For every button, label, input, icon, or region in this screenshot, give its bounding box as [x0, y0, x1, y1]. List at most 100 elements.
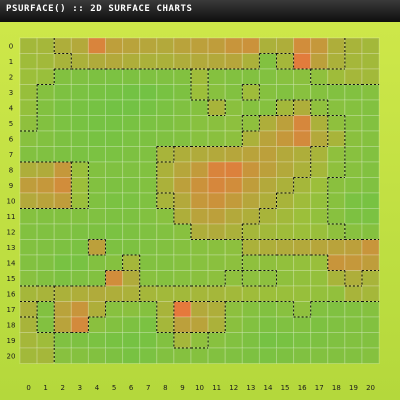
surface-cell: [105, 192, 124, 209]
surface-cell: [327, 53, 346, 70]
surface-cell: [122, 177, 141, 194]
surface-cell: [190, 146, 209, 163]
surface-cell: [36, 192, 55, 209]
surface-cell: [207, 177, 226, 194]
surface-cell: [139, 115, 158, 132]
surface-cell: [122, 347, 141, 364]
surface-cell: [53, 192, 72, 209]
surface-cell: [122, 285, 141, 302]
surface-cell: [19, 347, 38, 364]
surface-cell: [293, 254, 312, 271]
surface-cell: [293, 68, 312, 85]
x-tick-label: 10: [195, 384, 204, 392]
surface-cell: [310, 161, 329, 178]
surface-cell: [173, 146, 192, 163]
surface-cell: [70, 208, 89, 225]
surface-cell: [344, 316, 363, 333]
surface-cell: [224, 115, 243, 132]
surface-cell: [361, 223, 380, 240]
surface-cell: [344, 254, 363, 271]
y-tick-label: 3: [9, 89, 13, 97]
surface-cell: [70, 115, 89, 132]
surface-cell: [53, 53, 72, 70]
surface-cell: [190, 115, 209, 132]
surface-cell: [36, 347, 55, 364]
surface-cell: [19, 285, 38, 302]
surface-cell: [36, 99, 55, 116]
surface-cell: [207, 270, 226, 287]
surface-cell: [190, 53, 209, 70]
surface-cell: [105, 146, 124, 163]
surface-cell: [207, 239, 226, 256]
surface-cell: [19, 254, 38, 271]
surface-cell: [190, 223, 209, 240]
surface-cell: [70, 301, 89, 318]
surface-cell: [70, 177, 89, 194]
surface-cell: [310, 84, 329, 101]
surface-cell: [207, 301, 226, 318]
surface-cell: [241, 130, 260, 147]
surface-cell: [224, 68, 243, 85]
surface-cell: [258, 254, 277, 271]
surface-cell: [36, 223, 55, 240]
surface-cell: [293, 130, 312, 147]
y-tick-label: 20: [7, 352, 16, 360]
surface-cell: [190, 316, 209, 333]
surface-cell: [173, 254, 192, 271]
y-tick-label: 5: [9, 120, 13, 128]
surface-cell: [327, 223, 346, 240]
surface-cell: [276, 161, 295, 178]
surface-cell: [258, 332, 277, 349]
surface-cell: [173, 316, 192, 333]
surface-cell: [53, 84, 72, 101]
surface-cell: [105, 223, 124, 240]
x-tick-label: 16: [298, 384, 307, 392]
surface-cell: [241, 208, 260, 225]
surface-cell: [327, 285, 346, 302]
surface-cell: [87, 192, 107, 209]
surface-cell: [344, 37, 363, 54]
surface-cell: [53, 254, 72, 271]
surface-cell: [70, 347, 89, 364]
x-tick-label: 20: [366, 384, 375, 392]
surface-cell: [122, 68, 141, 85]
surface-cell: [156, 239, 175, 256]
surface-cell: [224, 223, 243, 240]
surface-cell: [122, 146, 141, 163]
surface-cell: [139, 332, 158, 349]
x-tick-label: 1: [43, 384, 47, 392]
x-tick-label: 7: [146, 384, 150, 392]
surface-cell: [122, 192, 141, 209]
surface-cell: [344, 239, 363, 256]
surface-cell: [344, 68, 363, 85]
surface-cell: [241, 177, 260, 194]
surface-cell: [190, 208, 209, 225]
surface-cell: [53, 316, 72, 333]
surface-cell: [361, 130, 380, 147]
surface-cell: [70, 68, 89, 85]
surface-cell: [344, 223, 363, 240]
surface-cell: [344, 161, 363, 178]
surface-cell: [105, 177, 124, 194]
surface-cell: [139, 192, 158, 209]
surface-cell: [139, 37, 158, 54]
surface-cell: [190, 177, 209, 194]
surface-cell: [241, 161, 260, 178]
surface-cell: [105, 161, 124, 178]
surface-cell: [327, 332, 346, 349]
surface-cell: [53, 301, 72, 318]
surface-cell: [70, 285, 89, 302]
surface-cell: [87, 239, 107, 256]
surface-cell: [19, 177, 38, 194]
surface-cell: [173, 301, 192, 318]
surface-cell: [344, 84, 363, 101]
surface-cell: [122, 37, 141, 54]
surface-cell: [276, 68, 295, 85]
surface-cell: [224, 53, 243, 70]
surface-cell: [139, 316, 158, 333]
surface-cell: [224, 301, 243, 318]
surface-cell: [122, 99, 141, 116]
surface-cell: [293, 301, 312, 318]
surface-cell: [139, 239, 158, 256]
